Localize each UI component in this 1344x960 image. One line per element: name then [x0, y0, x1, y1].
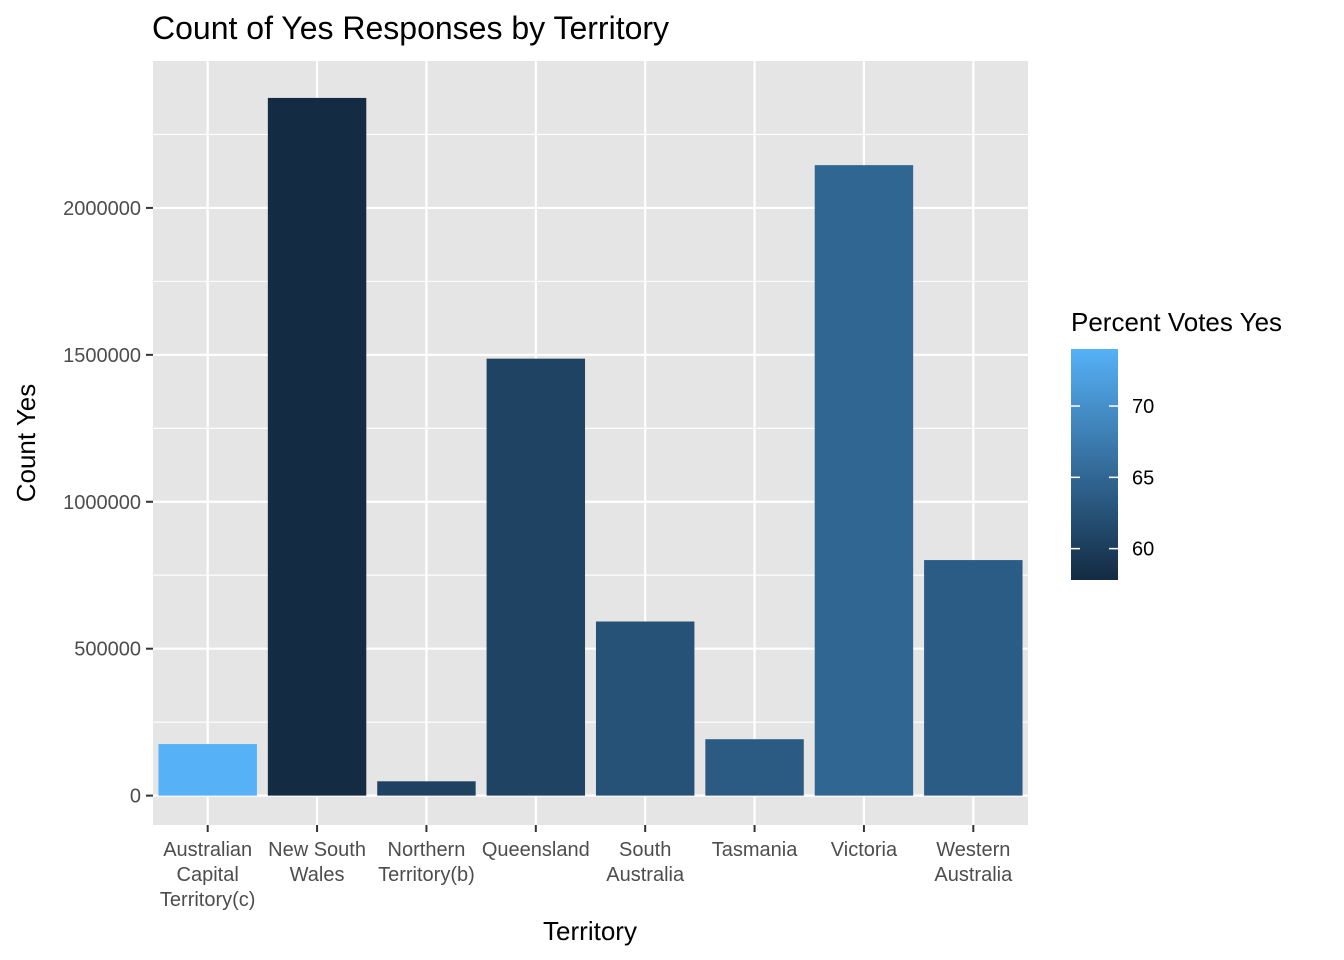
- color-legend: Percent Votes Yes 60 65 70: [1071, 307, 1282, 580]
- legend-break-label: 65: [1132, 467, 1154, 489]
- y-axis: 0 500000 1000000 1500000 2000000: [63, 198, 153, 808]
- y-tick-label: 1500000: [63, 345, 141, 367]
- x-tick-label: Queensland: [482, 839, 590, 861]
- x-tick-label: Western Australia: [934, 839, 1013, 886]
- chart-title: Count of Yes Responses by Territory: [152, 10, 669, 46]
- y-tick-label: 500000: [74, 639, 141, 661]
- bar: [267, 97, 367, 796]
- x-tick-label: South Australia: [606, 839, 685, 886]
- x-axis-title: Territory: [543, 916, 637, 946]
- bar: [486, 358, 586, 796]
- bar: [814, 165, 914, 796]
- x-axis: Australian Capital Territory(c) New South Wa…: [160, 825, 1013, 911]
- y-tick-label: 0: [130, 786, 141, 808]
- bar: [705, 739, 804, 796]
- bar: [595, 621, 695, 796]
- legend-ticks: 60 65 70: [1071, 396, 1154, 561]
- bar: [924, 560, 1023, 796]
- y-tick-label: 2000000: [63, 198, 141, 220]
- bar: [158, 744, 257, 796]
- x-tick-label: Victoria: [831, 839, 898, 861]
- bar: [377, 781, 476, 796]
- y-tick-label: 1000000: [63, 492, 141, 514]
- y-axis-title: Count Yes: [11, 384, 41, 503]
- legend-colorbar: [1071, 349, 1118, 580]
- x-tick-label: Australian Capital Territory(c): [160, 839, 256, 911]
- legend-title: Percent Votes Yes: [1071, 307, 1282, 337]
- bars: [158, 97, 1023, 796]
- x-tick-label: Tasmania: [712, 839, 798, 861]
- legend-break-label: 70: [1132, 396, 1154, 418]
- x-tick-label: New South Wales: [268, 839, 366, 886]
- x-tick-label: Northern Territory(b): [378, 839, 475, 886]
- legend-break-label: 60: [1132, 539, 1154, 561]
